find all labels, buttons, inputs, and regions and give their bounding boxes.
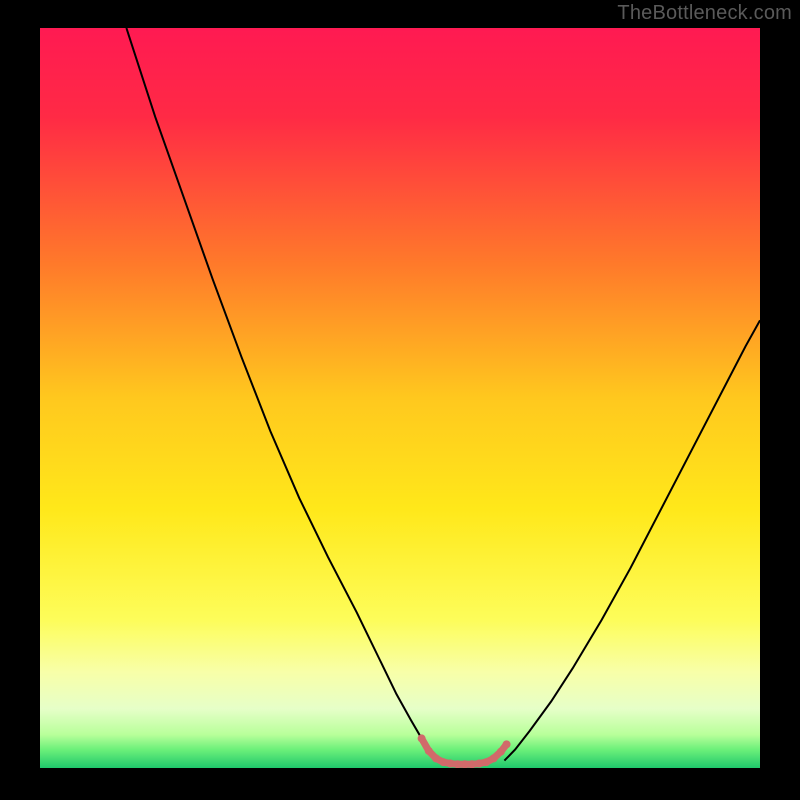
optimal-range-dot	[432, 754, 440, 762]
optimal-range-dot	[490, 754, 498, 762]
optimal-range-dot	[446, 760, 454, 768]
watermark-text: TheBottleneck.com	[617, 2, 792, 25]
optimal-range-dot	[454, 760, 462, 768]
optimal-range-dot	[418, 734, 426, 742]
chart-container: TheBottleneck.com	[0, 0, 800, 800]
optimal-range-dot	[482, 758, 490, 766]
optimal-range-dot	[497, 748, 505, 756]
optimal-range-dot	[503, 740, 511, 748]
optimal-range-dot	[468, 760, 476, 768]
optimal-range-dot	[461, 760, 469, 768]
optimal-range-dot	[475, 760, 483, 768]
optimal-range-dot	[439, 758, 447, 766]
bottleneck-curve-chart	[0, 0, 800, 800]
optimal-range-dot	[425, 747, 433, 755]
chart-gradient-background	[40, 28, 760, 768]
